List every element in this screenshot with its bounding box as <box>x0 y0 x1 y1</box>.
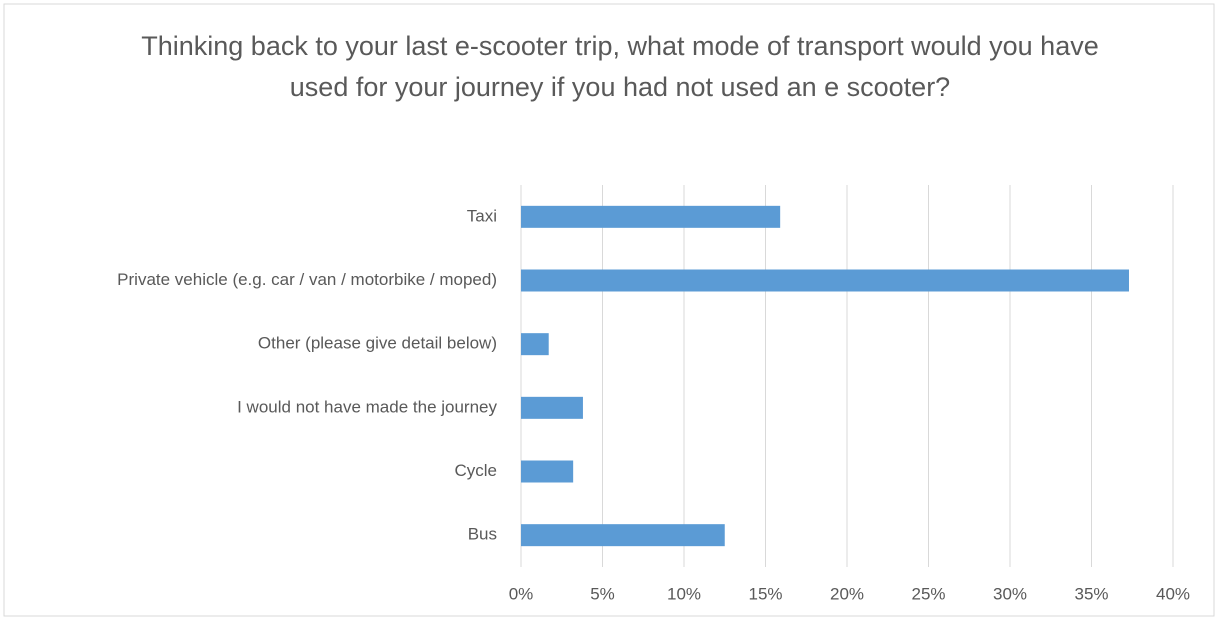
x-tick-label: 30% <box>993 584 1027 603</box>
y-tick-label: I would not have made the journey <box>237 397 497 416</box>
bar <box>521 205 781 228</box>
bar <box>521 524 725 547</box>
x-tick-label: 10% <box>667 584 701 603</box>
chart-title: Thinking back to your last e-scooter tri… <box>141 31 1099 102</box>
x-tick-label: 35% <box>1074 584 1108 603</box>
x-tick-label: 40% <box>1156 584 1190 603</box>
y-tick-label: Cycle <box>454 461 497 480</box>
y-tick-label: Bus <box>468 525 497 544</box>
y-tick-label: Private vehicle (e.g. car / van / motorb… <box>117 270 497 289</box>
bar <box>521 269 1129 292</box>
bar <box>521 333 549 356</box>
x-tick-label: 15% <box>748 584 782 603</box>
x-tick-label: 0% <box>509 584 534 603</box>
x-tick-label: 5% <box>590 584 615 603</box>
chart-frame <box>3 3 1215 617</box>
y-tick-label: Taxi <box>467 206 497 225</box>
bar <box>521 396 583 419</box>
y-tick-label: Other (please give detail below) <box>258 334 497 353</box>
x-tick-label: 20% <box>830 584 864 603</box>
x-tick-label: 25% <box>911 584 945 603</box>
bar <box>521 460 574 483</box>
